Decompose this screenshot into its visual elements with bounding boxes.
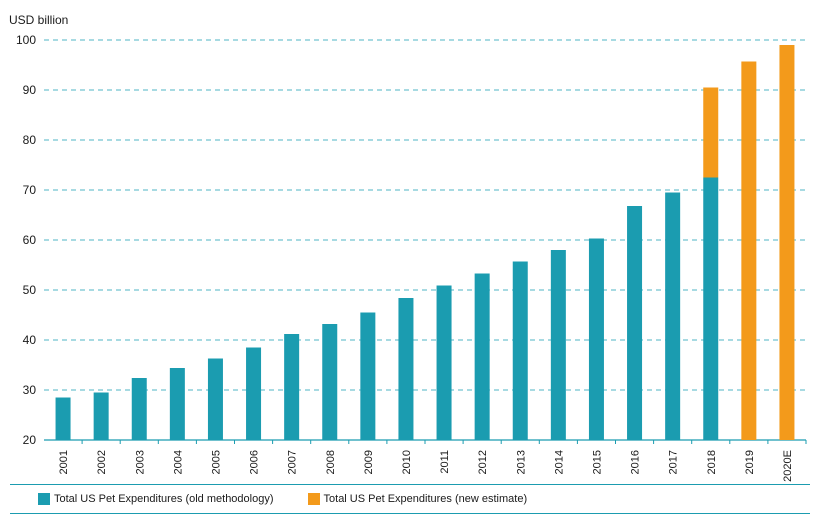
x-tick-label: 2017 bbox=[668, 450, 680, 474]
legend-label-new-estimate: Total US Pet Expenditures (new estimate) bbox=[323, 493, 528, 505]
y-tick-label: 90 bbox=[23, 83, 37, 97]
legend-swatch-new-estimate bbox=[307, 493, 320, 505]
bar-old-2006 bbox=[246, 347, 262, 440]
y-tick-label: 100 bbox=[16, 33, 36, 47]
legend-label-old-methodology: Total US Pet Expenditures (old methodolo… bbox=[54, 493, 274, 505]
bar-new-2019 bbox=[741, 61, 757, 440]
bar-old-2012 bbox=[474, 273, 490, 440]
y-axis-title: USD billion bbox=[9, 13, 68, 27]
bar-old-2014 bbox=[550, 250, 566, 440]
legend-item-old-methodology: Total US Pet Expenditures (old methodolo… bbox=[38, 493, 274, 505]
x-tick-label: 2014 bbox=[553, 450, 565, 474]
bar-old-2013 bbox=[512, 261, 528, 440]
x-tick-label: 2006 bbox=[249, 450, 261, 474]
x-tick-label: 2004 bbox=[172, 450, 184, 474]
x-tick-label: 2010 bbox=[401, 450, 413, 474]
y-tick-label: 60 bbox=[23, 233, 37, 247]
legend-item-new-estimate: Total US Pet Expenditures (new estimate) bbox=[307, 493, 528, 505]
x-tick-label: 2009 bbox=[363, 450, 375, 474]
x-tick-label: 2003 bbox=[134, 450, 146, 474]
bar-old-2003 bbox=[131, 378, 147, 440]
y-tick-label: 70 bbox=[23, 183, 37, 197]
legend-swatch-old-methodology bbox=[38, 493, 50, 505]
y-tick-label: 80 bbox=[23, 133, 37, 147]
x-tick-label: 2020E bbox=[782, 450, 794, 482]
x-tick-label: 2019 bbox=[744, 450, 756, 474]
x-tick-label: 2007 bbox=[287, 450, 299, 474]
bar-new-2018 bbox=[703, 87, 719, 178]
x-tick-label: 2015 bbox=[591, 450, 603, 474]
y-tick-label: 40 bbox=[23, 333, 37, 347]
x-tick-label: 2008 bbox=[325, 450, 337, 474]
x-tick-label: 2018 bbox=[706, 450, 718, 474]
bar-old-2007 bbox=[284, 334, 300, 440]
bar-old-2008 bbox=[322, 324, 338, 440]
bar-old-2009 bbox=[360, 312, 376, 440]
x-tick-label: 2002 bbox=[96, 450, 108, 474]
bar-old-2016 bbox=[627, 206, 643, 440]
bar-chart-svg: USD billion 20 30 40 50 60 70 80 90 100 2001 2002 20… bbox=[9, 13, 807, 482]
bar-old-2004 bbox=[169, 368, 185, 440]
bar-old-2015 bbox=[588, 238, 604, 440]
x-tick-label: 2005 bbox=[210, 450, 222, 474]
bar-old-2002 bbox=[93, 392, 109, 440]
y-tick-label: 50 bbox=[23, 283, 37, 297]
legend: Total US Pet Expenditures (old methodolo… bbox=[10, 484, 810, 514]
bar-old-2017 bbox=[665, 192, 681, 440]
bar-old-2001 bbox=[55, 397, 71, 440]
bar-old-2011 bbox=[436, 285, 452, 440]
x-tick-label: 2001 bbox=[58, 450, 70, 474]
bar-old-2005 bbox=[207, 358, 223, 440]
x-tick-label: 2013 bbox=[515, 450, 527, 474]
bar-old-2018 bbox=[703, 177, 719, 440]
y-tick-label: 30 bbox=[23, 383, 37, 397]
bar-old-2010 bbox=[398, 298, 414, 440]
y-tick-label: 20 bbox=[23, 433, 37, 447]
x-tick-label: 2016 bbox=[630, 450, 642, 474]
x-tick-label: 2011 bbox=[439, 450, 451, 474]
bar-new-2020E bbox=[779, 45, 795, 440]
x-tick-label: 2012 bbox=[477, 450, 489, 474]
